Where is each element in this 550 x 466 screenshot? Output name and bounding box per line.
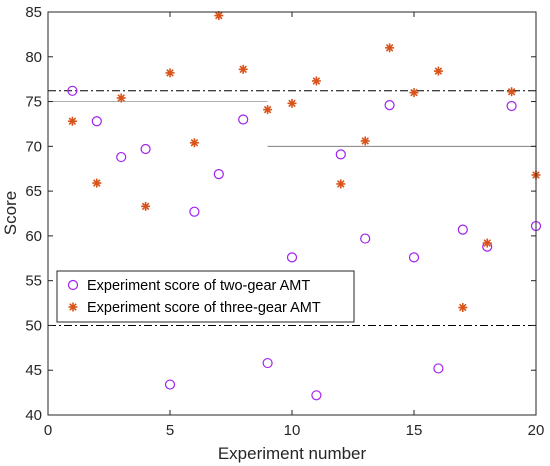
data-point [287, 98, 297, 108]
data-point [408, 252, 420, 263]
data-point [336, 179, 346, 189]
data-point [311, 390, 322, 401]
data-point [335, 149, 346, 160]
x-tick-label: 15 [406, 422, 423, 439]
data-point [507, 87, 517, 97]
data-series [67, 11, 542, 401]
y-tick-label: 40 [25, 407, 42, 424]
legend: Experiment score of two-gear AMT Experim… [56, 270, 355, 323]
data-point [385, 43, 395, 53]
x-axis-label: Experiment number [218, 444, 367, 463]
data-point [67, 85, 78, 96]
y-tick-label: 80 [25, 49, 42, 66]
legend-marker-three-gear [68, 302, 78, 312]
legend-marker-two-gear [67, 279, 79, 291]
data-point [433, 363, 444, 374]
data-point [409, 88, 419, 98]
data-point [67, 116, 77, 126]
plot-area [48, 12, 536, 415]
y-tick-label: 55 [25, 273, 42, 290]
y-axis-label: Score [1, 191, 20, 235]
data-point [91, 116, 102, 127]
data-point [140, 143, 151, 155]
data-point [458, 303, 468, 313]
data-point [433, 66, 443, 76]
y-tick-label: 65 [25, 183, 42, 200]
data-point [214, 11, 224, 21]
y-tick-label: 50 [25, 317, 42, 334]
data-point [311, 76, 321, 86]
data-point [384, 100, 395, 111]
data-point [189, 206, 200, 217]
legend-label-three-gear: Experiment score of three-gear AMT [87, 300, 321, 316]
reference-lines [48, 90, 536, 326]
data-point [238, 64, 248, 74]
y-tick-label: 85 [25, 4, 42, 21]
data-point [189, 138, 199, 148]
data-point [165, 68, 175, 78]
series-three-gear [67, 11, 541, 313]
data-point [116, 151, 127, 163]
data-point [263, 105, 273, 115]
x-tick-label: 5 [166, 422, 174, 439]
data-point [286, 252, 298, 263]
y-tick-label: 45 [25, 362, 42, 379]
y-tick-label: 60 [25, 228, 42, 245]
data-point [457, 224, 468, 235]
data-point [141, 201, 151, 211]
data-point [164, 379, 176, 390]
data-point [482, 238, 492, 248]
data-point [92, 178, 102, 188]
x-tick-label: 20 [528, 422, 545, 439]
y-tick-label: 70 [25, 138, 42, 155]
tick-marks: 0 5 10 15 20 40 45 50 55 60 65 70 75 80 85 [25, 4, 544, 439]
legend-symbol [67, 279, 79, 291]
data-point [360, 136, 370, 146]
series-two-gear [67, 85, 542, 401]
data-point [238, 114, 249, 125]
x-tick-label: 10 [284, 422, 301, 439]
data-point [213, 168, 224, 180]
y-tick-label: 75 [25, 94, 42, 111]
legend-symbol [68, 302, 78, 312]
x-tick-label: 0 [44, 422, 52, 439]
data-point [262, 357, 273, 369]
legend-label-two-gear: Experiment score of two-gear AMT [87, 278, 310, 294]
legend-box [56, 270, 355, 323]
data-point [116, 93, 126, 103]
data-point [360, 233, 371, 244]
data-point [506, 100, 517, 112]
